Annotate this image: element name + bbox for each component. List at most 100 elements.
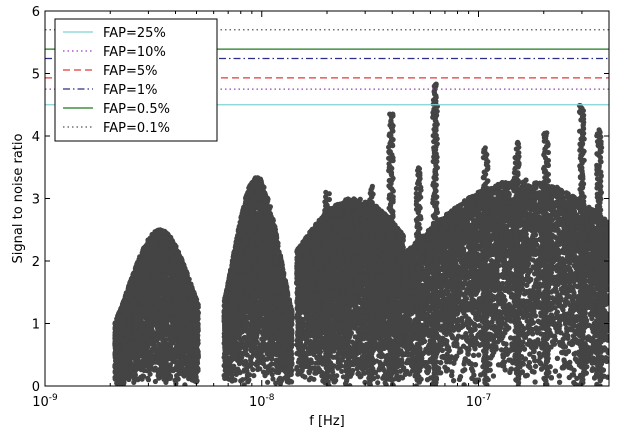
data-point [137,277,142,282]
data-point [133,346,138,351]
data-point [128,291,133,296]
data-point [171,356,176,361]
data-point [141,356,146,361]
data-point [138,297,143,302]
data-point [159,240,164,245]
data-point [149,324,154,329]
data-point [185,292,190,297]
data-point [186,308,191,313]
data-point [149,341,154,346]
data-point [114,328,119,333]
data-point [118,372,123,377]
data-point [140,261,145,266]
data-point [189,357,194,362]
data-point [163,258,168,263]
data-point [144,333,149,338]
data-point [150,356,155,361]
data-point [112,375,117,380]
data-point [157,303,162,308]
data-point [169,241,174,246]
data-point [173,310,178,315]
data-point [153,276,158,281]
data-point [157,259,162,264]
data-point [115,353,120,358]
data-point [153,301,158,306]
data-point [122,313,127,318]
data-point [154,250,159,255]
data-point [174,318,179,323]
data-point [124,332,129,337]
data-point [138,352,143,357]
data-point [179,257,184,262]
data-point [178,361,183,366]
data-point [168,342,173,347]
data-point [138,347,143,352]
data-point [162,289,167,294]
data-point [129,277,134,282]
data-point [152,367,157,372]
data-point [182,282,187,287]
data-point [120,350,125,355]
data-point [186,370,191,375]
data-point [145,262,150,267]
data-point [128,365,133,370]
data-point [153,292,158,297]
data-point [144,349,149,354]
data-point [194,333,199,338]
data-point [171,262,176,267]
data-point [154,244,159,249]
data-point [179,350,184,355]
data-point [175,249,180,254]
data-point [146,316,151,321]
data-point [129,354,134,359]
data-point [137,313,142,318]
data-point [154,338,159,343]
data-point [140,321,145,326]
data-point [188,335,193,340]
data-point [178,368,183,373]
data-point [133,318,138,323]
data-point [142,256,147,261]
data-point [163,352,168,357]
data-point [169,336,174,341]
data-point [181,265,186,270]
data-point [176,324,181,329]
data-point [136,360,141,365]
data-point [139,306,144,311]
data-point [131,309,136,314]
data-point [171,277,176,282]
data-point [133,368,138,373]
data-point [113,359,118,364]
data-point [154,281,159,286]
data-point [136,270,141,275]
data-point [162,376,167,381]
data-point [121,304,126,309]
data-point [155,323,160,328]
data-point [123,338,128,343]
data-point [185,342,190,347]
data-point [161,234,166,239]
data-point [156,328,161,333]
data-point [149,243,154,248]
data-point [161,330,166,335]
data-point [120,321,125,326]
data-point [160,362,165,367]
data-point [147,298,152,303]
data-point [130,374,135,379]
data-point [153,231,158,236]
data-point [159,318,164,323]
data-point [168,325,173,330]
data-point [186,363,191,368]
data-point [164,241,169,246]
data-point [127,318,132,323]
data-point [123,345,128,350]
data-point [182,298,187,303]
data-point [168,366,173,371]
data-point [165,283,170,288]
data-point [123,369,128,374]
data-point [176,355,181,360]
data-point [119,363,124,368]
data-point [157,348,162,353]
data-point [181,275,186,280]
